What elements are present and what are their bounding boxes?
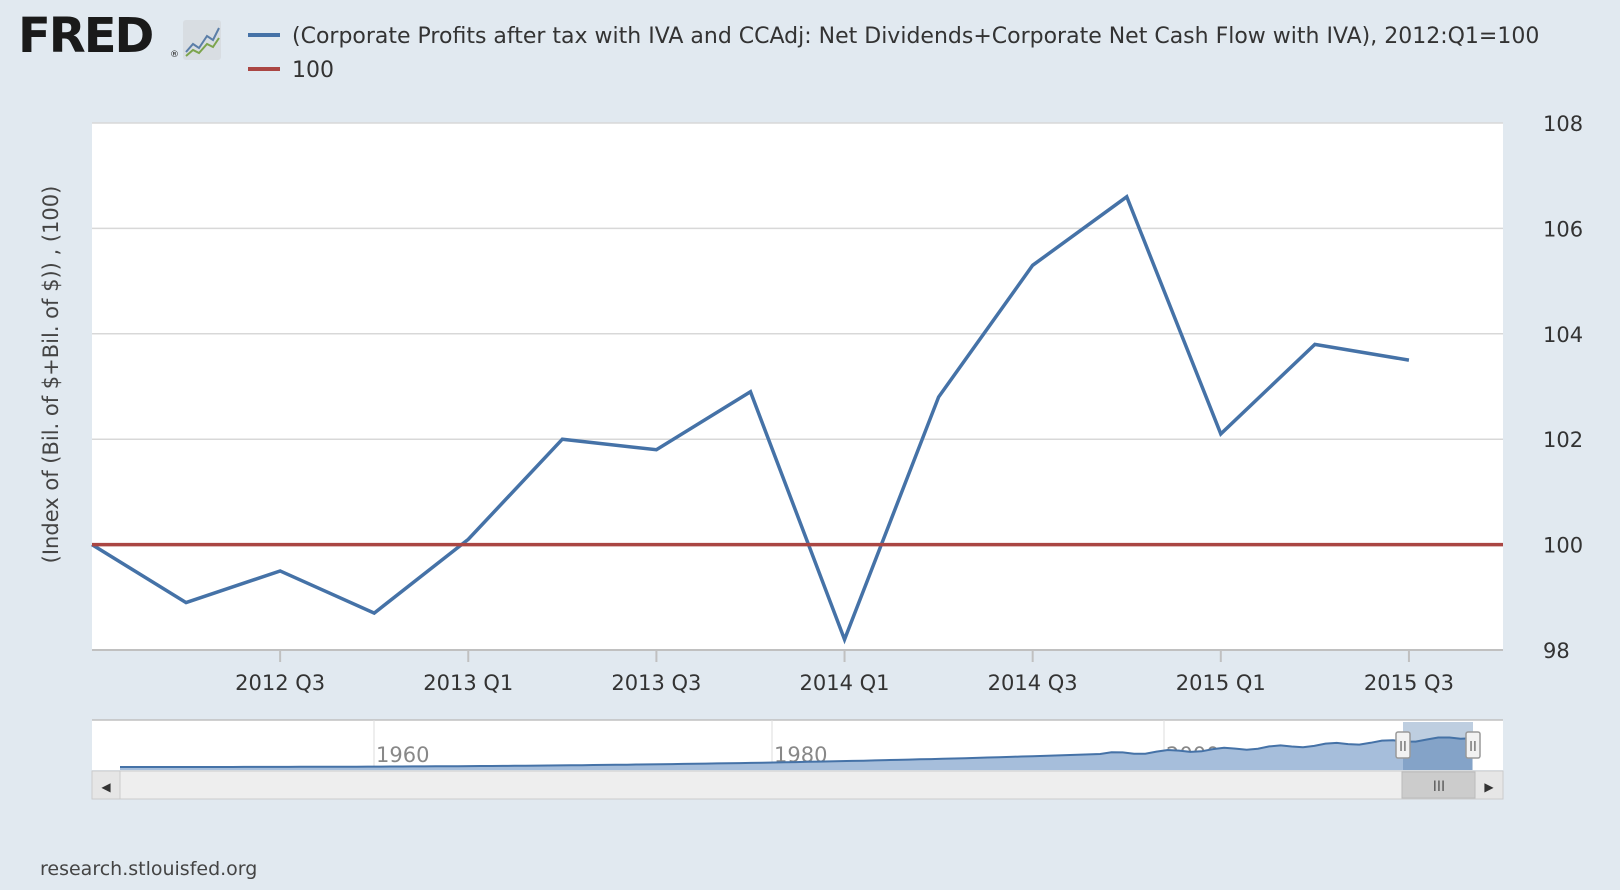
source-url[interactable]: research.stlouisfed.org: [40, 858, 258, 880]
y-tick-label: 106: [1543, 217, 1583, 241]
x-tick-label: 2015 Q1: [1176, 671, 1266, 695]
x-tick-label: 2015 Q3: [1364, 671, 1454, 695]
fred-logo[interactable]: FRED: [18, 8, 154, 64]
navigator-handle-right[interactable]: [1465, 731, 1481, 759]
chart-header: FRED ® (Corporate Profits after tax with…: [0, 0, 1620, 100]
y-tick-label: 102: [1543, 428, 1583, 452]
plot-background: [92, 123, 1503, 650]
x-tick-label: 2014 Q3: [988, 671, 1078, 695]
x-axis: 2012 Q3 2013 Q1 2013 Q3 2014 Q1 2014 Q3 2015 …: [92, 649, 1503, 695]
legend-label-series: (Corporate Profits after tax with IVA an…: [292, 24, 1540, 49]
y-tick-label: 104: [1543, 323, 1583, 347]
scrollbar-left-button[interactable]: [91, 770, 121, 800]
x-tick-label: 2012 Q3: [235, 671, 325, 695]
chevron-right-icon: ▶: [1484, 780, 1494, 794]
navigator-line: [120, 736, 1473, 768]
x-tick-label: 2014 Q1: [800, 671, 890, 695]
y-tick-label: 98: [1543, 639, 1570, 663]
navigator-handle-grip: II: [1399, 740, 1407, 755]
x-tick-label: 2013 Q3: [611, 671, 701, 695]
y-tick-label: 100: [1543, 534, 1583, 558]
legend-item-reference[interactable]: 100: [248, 58, 334, 83]
y-axis-title: (Index of (Bil. of $+Bil. of $)) , (100): [39, 186, 63, 564]
legend-item-series[interactable]: (Corporate Profits after tax with IVA an…: [248, 24, 1539, 49]
scrollbar-grip: III: [1433, 779, 1445, 795]
series-group: [91, 194, 1503, 645]
navigator-year-label: 1960: [376, 743, 429, 767]
navigator-selected-window: [1403, 722, 1473, 770]
navigator[interactable]: 196019802000IIII◀▶III: [91, 719, 1504, 800]
series-line-corporate-profits: [91, 194, 1410, 645]
fred-line-chart-icon: [183, 20, 221, 60]
scrollbar-thumb[interactable]: [1401, 771, 1476, 799]
navigator-handle-grip: II: [1469, 740, 1477, 755]
y-axis: 98 100 102 104 106 108: [1543, 112, 1583, 663]
navigator-handle-left[interactable]: [1395, 731, 1411, 759]
x-tick-label: 2013 Q1: [423, 671, 513, 695]
y-tick-label: 108: [1543, 112, 1583, 136]
fred-logo-registered-mark: ®: [170, 50, 179, 60]
navigator-area: [120, 737, 1472, 770]
scrollbar-track: [91, 770, 1504, 800]
chart-area: 2012 Q3 2013 Q1 2013 Q3 2014 Q1 2014 Q3 2015 …: [39, 112, 1583, 800]
chevron-left-icon: ◀: [101, 780, 111, 794]
legend-swatch-reference: [248, 67, 280, 71]
legend-swatch-series: [248, 33, 280, 37]
legend-label-reference: 100: [292, 58, 334, 83]
